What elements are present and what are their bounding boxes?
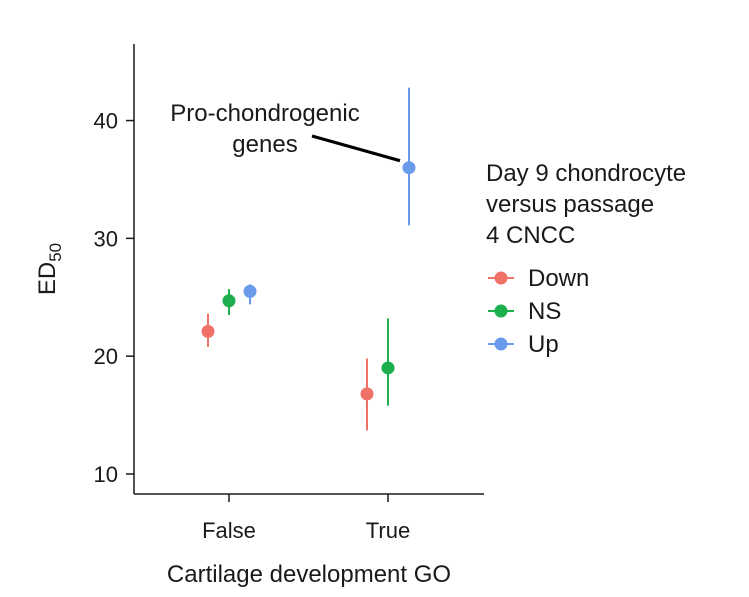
annotation-arrow (311, 134, 401, 163)
axes: 10 20 30 40 False True (94, 44, 484, 543)
data-point (381, 361, 395, 375)
y-axis-title: ED50 (34, 243, 65, 295)
y-tick-label: 30 (94, 226, 118, 251)
y-ticks: 10 20 30 40 (94, 109, 134, 487)
legend-item-ns: NS (488, 298, 561, 325)
legend-item-down: Down (488, 265, 589, 292)
x-axis-title: Cartilage development GO (167, 561, 451, 588)
x-ticks: False True (202, 494, 410, 543)
legend-key-point (494, 337, 508, 351)
data-point (402, 161, 416, 175)
legend-label: Up (528, 331, 559, 358)
data-point (243, 284, 257, 298)
data-point (360, 387, 374, 401)
y-tick-label: 10 (94, 462, 118, 487)
x-tick-label: True (366, 518, 410, 543)
legend-key-point (494, 304, 508, 318)
annotation-label: Pro-chondrogenic genes (170, 100, 359, 158)
y-tick-label: 40 (94, 109, 118, 134)
legend-item-up: Up (488, 331, 559, 358)
annotation: Pro-chondrogenic genes (170, 100, 401, 163)
y-tick-label: 20 (94, 344, 118, 369)
series-up (243, 87, 416, 305)
data-point (201, 324, 215, 338)
data-point (222, 294, 236, 308)
legend-label: Down (528, 265, 589, 292)
legend: Day 9 chondrocyte versus passage 4 CNCC Dow… (486, 160, 686, 358)
legend-key-point (494, 271, 508, 285)
plot-marks (201, 87, 416, 431)
y-axis-title-main: ED (34, 262, 61, 295)
x-tick-label: False (202, 518, 256, 543)
legend-label: NS (528, 298, 561, 325)
series-down (201, 313, 374, 431)
y-axis-title-subscript: 50 (46, 243, 65, 262)
series-ns (222, 289, 395, 406)
legend-title: Day 9 chondrocyte versus passage 4 CNCC (486, 160, 686, 249)
svg-text:ED50: ED50 (34, 243, 65, 295)
